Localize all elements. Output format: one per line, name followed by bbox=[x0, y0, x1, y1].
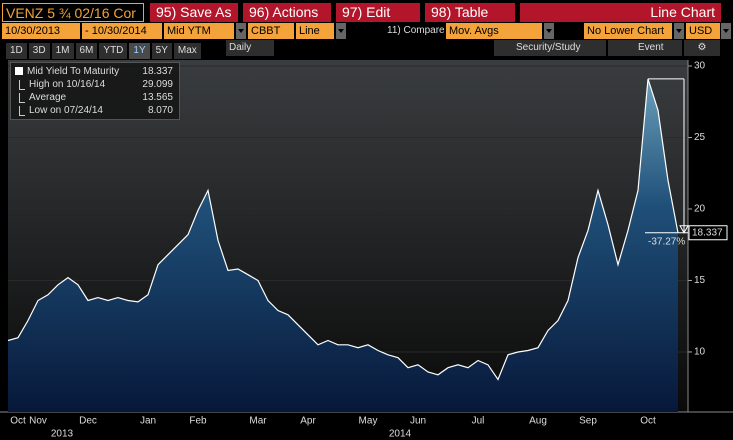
legend-label: Average bbox=[29, 92, 67, 103]
legend: Mid Yield To Maturity 18.337 High on 10/16… bbox=[10, 62, 180, 120]
x-tick-label: Jan bbox=[140, 416, 156, 427]
frequency-select[interactable]: Daily bbox=[226, 40, 274, 56]
y-tick-label: 30 bbox=[694, 61, 706, 72]
settings-button[interactable]: ⚙ bbox=[684, 40, 720, 56]
security-field[interactable]: VENZ 5 ¾ 02/16 Cor bbox=[2, 3, 144, 22]
y-tick-label: 10 bbox=[694, 347, 706, 358]
legend-label: High on 10/16/14 bbox=[29, 79, 106, 90]
y-tick-label: 15 bbox=[694, 275, 706, 286]
legend-row: Average 13.565 bbox=[15, 91, 175, 104]
x-tick-label: May bbox=[359, 416, 378, 427]
legend-value: 8.070 bbox=[147, 105, 173, 116]
legend-label: Mid Yield To Maturity bbox=[27, 66, 120, 77]
dropdown[interactable] bbox=[544, 23, 554, 39]
security-study-button[interactable]: Security/Study bbox=[494, 40, 606, 56]
legend-row: Low on 07/24/14 8.070 bbox=[15, 104, 175, 117]
actions-button[interactable]: 96) Actions bbox=[243, 3, 331, 22]
legend-row: Mid Yield To Maturity 18.337 bbox=[15, 65, 175, 78]
period-button[interactable]: 3D bbox=[28, 43, 50, 59]
lower-chart-select[interactable]: No Lower Chart bbox=[584, 23, 672, 39]
x-tick-label: Oct bbox=[10, 416, 26, 427]
legend-row: High on 10/16/14 29.099 bbox=[15, 78, 175, 91]
legend-label: Low on 07/24/14 bbox=[29, 105, 103, 116]
change-arrow bbox=[679, 225, 689, 234]
period-button[interactable]: 5Y bbox=[151, 43, 172, 59]
dropdown[interactable] bbox=[336, 23, 346, 39]
year-label: 2013 bbox=[51, 429, 74, 440]
period-button[interactable]: 1Y bbox=[129, 43, 150, 59]
period-button[interactable]: 1D bbox=[6, 43, 27, 59]
legend-value: 29.099 bbox=[142, 79, 173, 90]
period-button[interactable]: 1M bbox=[51, 43, 74, 59]
area-fill bbox=[8, 78, 678, 413]
x-tick-label: Aug bbox=[529, 416, 547, 427]
end-date[interactable]: - 10/30/2014 bbox=[82, 23, 162, 39]
period-button[interactable]: Max bbox=[173, 43, 201, 59]
dropdown[interactable] bbox=[674, 23, 684, 39]
edit-button[interactable]: 97) Edit bbox=[336, 3, 420, 22]
x-tick-label: Nov bbox=[29, 416, 47, 427]
start-date[interactable]: 10/30/2013 bbox=[2, 23, 80, 39]
y-tick-label: 25 bbox=[694, 132, 706, 143]
event-button[interactable]: Event bbox=[608, 40, 682, 56]
x-tick-label: Jun bbox=[410, 416, 426, 427]
currency-select[interactable]: USD bbox=[686, 23, 720, 39]
x-tick-label: Sep bbox=[579, 416, 597, 427]
studies-select[interactable]: Mov. Avgs bbox=[446, 23, 542, 39]
x-tick-label: Feb bbox=[189, 416, 207, 427]
source-field[interactable]: CBBT bbox=[248, 23, 294, 39]
legend-marker bbox=[15, 67, 23, 75]
period-button[interactable]: 6M bbox=[75, 43, 98, 59]
period-button[interactable]: YTD bbox=[99, 43, 128, 59]
legend-value: 13.565 bbox=[142, 92, 173, 103]
view-title: Line Chart bbox=[520, 3, 721, 22]
y-tick-label: 20 bbox=[694, 204, 706, 215]
x-tick-label: Jul bbox=[472, 416, 485, 427]
dropdown[interactable] bbox=[236, 23, 246, 39]
change-label: -37.27% bbox=[648, 236, 685, 247]
x-tick-label: Dec bbox=[79, 416, 97, 427]
legend-marker bbox=[19, 106, 25, 116]
last-value-label: 18.337 bbox=[692, 227, 723, 238]
series-line bbox=[7, 78, 679, 381]
x-tick-label: Oct bbox=[640, 416, 656, 427]
x-tick-label: Apr bbox=[300, 416, 316, 427]
legend-value: 18.337 bbox=[142, 66, 173, 77]
x-tick-label: Mar bbox=[249, 416, 267, 427]
save-as-button[interactable]: 95) Save As bbox=[150, 3, 238, 22]
compare-button[interactable]: 11) Compare bbox=[387, 25, 444, 36]
table-button[interactable]: 98) Table bbox=[425, 3, 515, 22]
legend-marker bbox=[19, 80, 25, 90]
field-select[interactable]: Mid YTM bbox=[164, 23, 234, 39]
legend-marker bbox=[19, 93, 25, 103]
style-select[interactable]: Line bbox=[296, 23, 334, 39]
dropdown[interactable] bbox=[721, 23, 731, 39]
year-label: 2014 bbox=[389, 429, 412, 440]
last-value-box bbox=[688, 225, 728, 241]
